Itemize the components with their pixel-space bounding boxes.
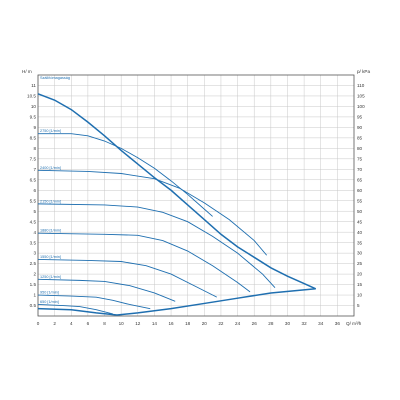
y-right-tick-label: 20 (357, 272, 363, 277)
x-tick-label: 28 (268, 321, 274, 326)
y-right-tick-label: 105 (357, 94, 365, 99)
x-tick-label: 24 (235, 321, 241, 326)
x-tick-label: 10 (119, 321, 125, 326)
y-right-tick-label: 5 (357, 303, 360, 308)
y-right-tick-label: 45 (357, 219, 363, 224)
speed-curve (37, 169, 268, 256)
y-right-tick-label: 75 (357, 156, 363, 161)
curve-label: 650 [1/min] (40, 300, 59, 304)
y-left-tick-label: 5.5 (30, 198, 37, 203)
speed-curve (37, 232, 251, 293)
x-tick-label: 32 (302, 321, 308, 326)
y-left-unit: H/ m (22, 69, 32, 74)
y-right-tick-label: 60 (357, 188, 363, 193)
y-right-tick-label: 50 (357, 209, 363, 214)
x-tick-label: 16 (168, 321, 174, 326)
speed-curve (37, 258, 217, 298)
y-left-tick-label: 0.5 (30, 303, 37, 308)
y-left-tick-label: 10.5 (27, 94, 36, 99)
plot-frame (37, 74, 355, 317)
x-tick-label: 4 (70, 321, 73, 326)
curve-label: 1250 [1/min] (40, 275, 61, 279)
y-left-tick-label: 2.5 (30, 261, 37, 266)
x-tick-label: 0 (37, 321, 40, 326)
y-left-tick-label: 5 (33, 209, 36, 214)
y-left-tick-label: 11 (31, 83, 36, 88)
x-tick-label: 18 (185, 321, 191, 326)
curve-label: 1550 [1/min] (40, 255, 61, 259)
y-right-unit: p/ kPa (357, 69, 370, 74)
y-left-tick-label: 10 (31, 104, 37, 109)
y-right-tick-label: 30 (357, 251, 363, 256)
y-right-tick-label: 35 (357, 240, 363, 245)
y-left-tick-label: 7 (33, 167, 36, 172)
speed-curve (37, 278, 176, 302)
chart-title: Szállítómagasság (40, 76, 70, 80)
y-right-tick-label: 70 (357, 167, 363, 172)
y-left-tick-label: 9.5 (30, 115, 37, 120)
x-tick-label: 26 (252, 321, 258, 326)
grid (37, 75, 354, 316)
x-tick-label: 36 (335, 321, 341, 326)
min-curve (37, 288, 316, 316)
speed-curve (37, 203, 276, 289)
y-left-tick-label: 8.5 (30, 135, 37, 140)
speed-curve (38, 133, 213, 217)
y-right-tick-label: 110 (357, 83, 365, 88)
y-right-tick-label: 10 (357, 293, 363, 298)
y-right-tick-label: 40 (357, 230, 363, 235)
y-left-tick-label: 3 (33, 251, 36, 256)
y-left-tick-label: 2 (33, 272, 36, 277)
y-left-tick-label: 8 (33, 146, 36, 151)
y-right-tick-label: 25 (357, 261, 363, 266)
y-left-tick-label: 3.5 (30, 240, 37, 245)
x-tick-label: 8 (103, 321, 106, 326)
max-curve (37, 93, 317, 290)
curve-label: 950 [1/min] (40, 291, 59, 295)
y-left-tick-label: 9 (33, 125, 36, 130)
y-left-tick-label: 4 (33, 230, 36, 235)
x-tick-label: 20 (202, 321, 208, 326)
speed-curve (37, 304, 113, 315)
y-left-tick-label: 6.5 (30, 177, 37, 182)
curve-label: 2400 [1/min] (40, 166, 61, 170)
y-right-tick-label: 100 (357, 104, 365, 109)
y-left-tick-label: 4.5 (30, 219, 37, 224)
x-tick-label: 14 (152, 321, 158, 326)
x-tick-label: 30 (285, 321, 291, 326)
x-tick-label: 12 (135, 321, 141, 326)
y-left-tick-label: 7.5 (30, 156, 37, 161)
y-left-tick-label: 1.5 (30, 282, 37, 287)
y-right-tick-label: 55 (357, 198, 363, 203)
y-right-tick-label: 90 (357, 125, 363, 130)
y-right-tick-label: 95 (357, 115, 363, 120)
y-right-tick-label: 65 (357, 177, 363, 182)
x-unit: Q/ m³/h (346, 321, 362, 326)
y-left-tick-label: 6 (33, 188, 36, 193)
curve-label: 2750 [1/min] (40, 129, 61, 133)
speed-curve (37, 294, 151, 310)
x-tick-label: 6 (87, 321, 90, 326)
curve-label: 2150 [1/min] (40, 199, 61, 203)
y-right-tick-label: 85 (357, 135, 363, 140)
x-tick-label: 22 (218, 321, 224, 326)
y-right-tick-label: 15 (357, 282, 363, 287)
curve-label: 1880 [1/min] (40, 229, 61, 233)
curves: 2750 [1/min] 2400 [1/min] 2150 [1/min] 1880… (37, 93, 317, 316)
x-tick-label: 2 (53, 321, 56, 326)
y-left-tick-label: 1 (33, 293, 36, 298)
tick-labels: 0 2 4 6 8 10 12 14 16 18 20 22 24 26 28 30 32 34 360.511.5… (27, 83, 365, 326)
x-tick-label: 34 (318, 321, 324, 326)
y-right-tick-label: 80 (357, 146, 363, 151)
